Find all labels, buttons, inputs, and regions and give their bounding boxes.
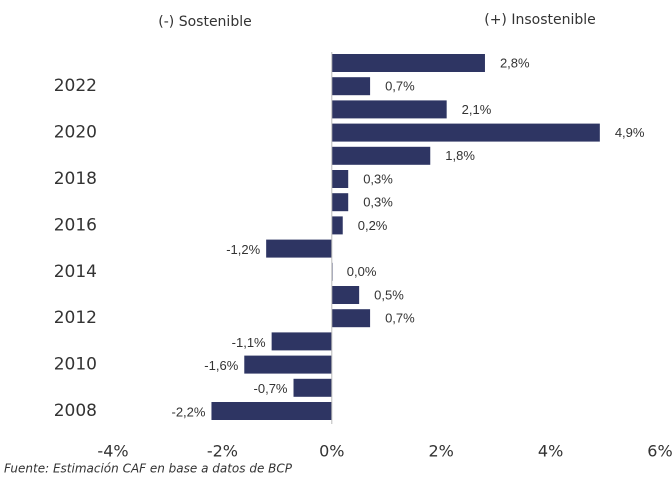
value-label: 2,1%: [462, 102, 492, 117]
y-tick-label: 2016: [54, 215, 97, 235]
y-tick-label: 2014: [54, 262, 97, 282]
bar: [244, 355, 332, 374]
bar: [331, 286, 360, 304]
bar: [331, 77, 371, 96]
value-label: 4,9%: [615, 125, 645, 140]
x-tick-label: -2%: [207, 442, 238, 461]
bar: [331, 54, 485, 72]
x-tick-label: 2%: [429, 442, 454, 461]
value-label: -0,7%: [254, 381, 288, 396]
value-label: -1,6%: [204, 358, 238, 373]
value-label: 0,7%: [385, 311, 415, 326]
value-label: 0,0%: [347, 264, 377, 279]
bar: [331, 100, 447, 119]
bar: [331, 170, 349, 188]
value-label: 0,3%: [363, 171, 393, 186]
bar: [331, 146, 431, 165]
y-tick-label: 2020: [54, 123, 97, 143]
y-tick-label: 2010: [54, 355, 97, 375]
y-tick-label: 2008: [54, 401, 97, 421]
bar: [331, 123, 600, 142]
value-label: 0,7%: [385, 79, 415, 94]
bar: [331, 216, 343, 235]
bar: [331, 309, 371, 328]
bar: [293, 378, 332, 397]
x-tick-label: -4%: [97, 442, 128, 461]
value-label: 2,8%: [500, 55, 530, 70]
bar: [266, 239, 332, 258]
annotation: (-) Sostenible: [158, 14, 251, 30]
value-label: 1,8%: [445, 148, 475, 163]
bar: [271, 332, 332, 351]
value-label: -1,2%: [226, 242, 260, 257]
y-tick-label: 2012: [54, 308, 97, 328]
bar: [331, 193, 349, 212]
bar: [211, 402, 332, 420]
annotation: (+) Insostenible: [484, 12, 596, 28]
source: Fuente: Estimación CAF en base a datos d…: [4, 462, 293, 476]
x-tick-label: 4%: [538, 442, 563, 461]
value-label: 0,5%: [374, 287, 404, 302]
value-label: 0,3%: [363, 195, 393, 210]
y-tick-label: 2018: [54, 169, 97, 189]
value-label: -2,2%: [171, 404, 205, 419]
x-tick-label: 0%: [319, 442, 344, 461]
y-tick-label: 2022: [54, 76, 97, 96]
value-label: 0,2%: [358, 218, 388, 233]
value-label: -1,1%: [232, 335, 266, 350]
x-tick-label: 6%: [647, 442, 672, 461]
